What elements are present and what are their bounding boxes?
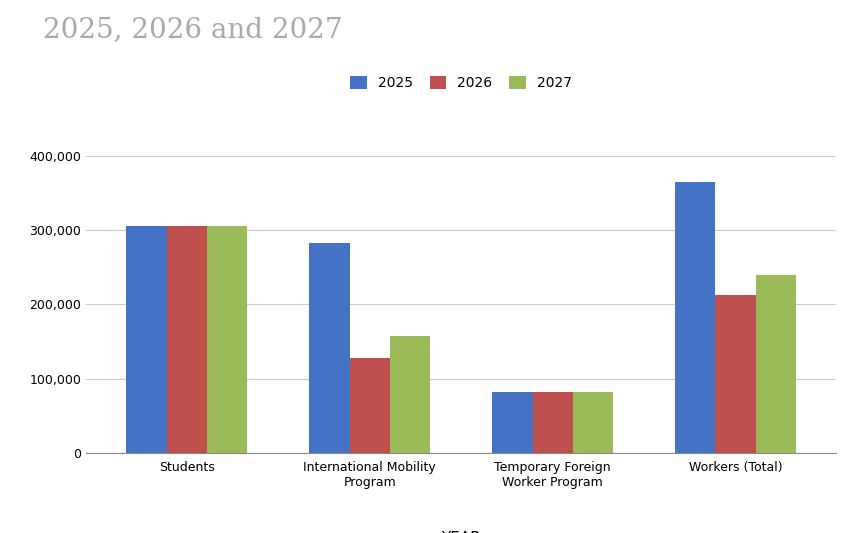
- Text: 2025, 2026 and 2027: 2025, 2026 and 2027: [43, 16, 343, 43]
- Bar: [572, 392, 612, 453]
- Legend: 2025, 2026, 2027: 2025, 2026, 2027: [350, 76, 572, 90]
- Bar: [309, 243, 350, 453]
- Bar: [755, 274, 795, 453]
- X-axis label: YEAR: YEAR: [441, 531, 480, 533]
- Bar: [492, 392, 532, 453]
- Bar: [715, 295, 755, 453]
- Bar: [674, 182, 715, 453]
- Bar: [166, 226, 207, 453]
- Bar: [532, 392, 572, 453]
- Bar: [389, 336, 430, 453]
- Bar: [127, 226, 166, 453]
- Bar: [207, 226, 247, 453]
- Bar: [350, 358, 389, 453]
